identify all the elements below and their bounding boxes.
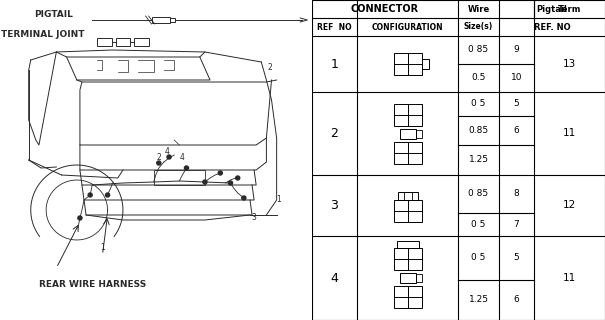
Circle shape xyxy=(157,161,161,165)
Text: 11: 11 xyxy=(563,273,576,283)
Bar xyxy=(97,38,112,46)
Text: Term: Term xyxy=(558,4,581,13)
Text: REAR WIRE HARNESS: REAR WIRE HARNESS xyxy=(39,280,146,289)
Text: 3: 3 xyxy=(252,213,257,222)
Text: 7: 7 xyxy=(514,220,519,229)
Bar xyxy=(396,241,419,248)
Text: 2: 2 xyxy=(157,154,161,163)
Text: 8: 8 xyxy=(514,189,519,198)
Text: 6: 6 xyxy=(514,126,519,135)
Bar xyxy=(393,199,422,221)
Bar xyxy=(170,18,175,22)
Circle shape xyxy=(185,166,189,170)
Bar xyxy=(393,53,422,75)
Circle shape xyxy=(88,193,92,197)
Text: TERMINAL JOINT: TERMINAL JOINT xyxy=(1,30,85,39)
Bar xyxy=(416,274,422,282)
Text: CONNECTOR: CONNECTOR xyxy=(351,4,419,14)
Text: 12: 12 xyxy=(563,201,576,211)
Text: 0.5: 0.5 xyxy=(471,74,486,83)
Bar xyxy=(134,38,149,46)
Circle shape xyxy=(78,216,82,220)
Text: 4: 4 xyxy=(165,148,169,156)
Bar xyxy=(399,273,416,283)
Bar xyxy=(393,103,422,125)
Bar xyxy=(116,38,130,46)
Bar xyxy=(154,170,205,185)
Text: 9: 9 xyxy=(514,45,519,54)
Bar xyxy=(393,248,422,270)
Circle shape xyxy=(167,155,171,159)
Circle shape xyxy=(236,176,240,180)
Bar xyxy=(416,130,422,138)
Text: 6: 6 xyxy=(514,295,519,305)
Circle shape xyxy=(105,193,110,197)
Text: Wire: Wire xyxy=(468,4,489,13)
Text: 1: 1 xyxy=(330,58,338,70)
Text: 4: 4 xyxy=(330,271,338,284)
Text: Size(s): Size(s) xyxy=(464,22,493,31)
Text: 2: 2 xyxy=(267,63,272,73)
Text: 0 85: 0 85 xyxy=(468,45,489,54)
Circle shape xyxy=(242,196,246,200)
Text: CONFIGURATION: CONFIGURATION xyxy=(372,22,443,31)
Circle shape xyxy=(218,171,223,175)
Text: 0 85: 0 85 xyxy=(468,189,489,198)
Text: 0 5: 0 5 xyxy=(471,253,486,262)
Text: 1: 1 xyxy=(276,196,281,204)
Text: 1: 1 xyxy=(100,244,105,252)
Text: 1.25: 1.25 xyxy=(468,156,488,164)
Text: 0.85: 0.85 xyxy=(468,126,489,135)
Circle shape xyxy=(229,181,232,185)
Bar xyxy=(152,17,170,23)
Text: 11: 11 xyxy=(563,129,576,139)
Bar xyxy=(399,129,416,139)
Text: 3: 3 xyxy=(330,199,338,212)
Bar xyxy=(393,286,422,308)
Text: 2: 2 xyxy=(330,127,338,140)
Text: 4: 4 xyxy=(180,154,185,163)
Text: 5: 5 xyxy=(514,100,519,108)
Text: Pigtail: Pigtail xyxy=(537,4,567,13)
Text: 1.25: 1.25 xyxy=(468,295,488,305)
Bar xyxy=(393,141,422,164)
Text: 13: 13 xyxy=(563,59,576,69)
Text: 0 5: 0 5 xyxy=(471,220,486,229)
Bar xyxy=(397,191,418,199)
Text: 0 5: 0 5 xyxy=(471,100,486,108)
Text: 10: 10 xyxy=(511,74,522,83)
Text: REF. NO: REF. NO xyxy=(534,22,570,31)
Text: REF  NO: REF NO xyxy=(317,22,352,31)
Text: PIGTAIL: PIGTAIL xyxy=(34,10,73,19)
Circle shape xyxy=(203,180,207,184)
Bar xyxy=(422,59,429,69)
Text: 5: 5 xyxy=(514,253,519,262)
